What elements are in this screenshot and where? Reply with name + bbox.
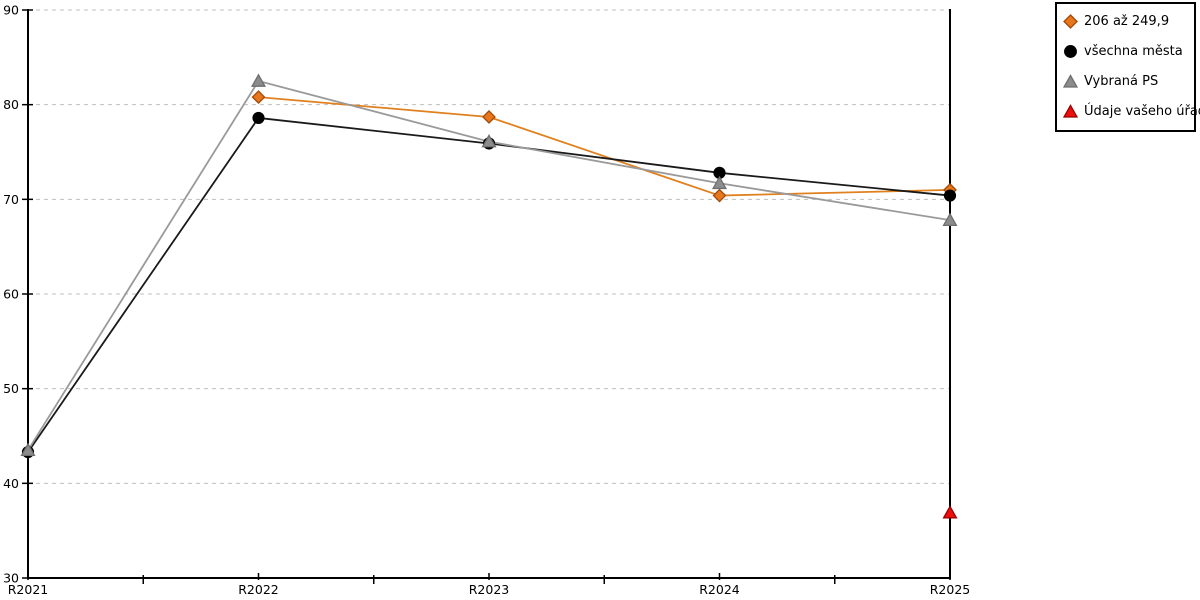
circle-marker bbox=[252, 111, 265, 125]
legend-label: 206 až 249,9 bbox=[1084, 13, 1170, 29]
y-tick-label: 70 bbox=[3, 192, 19, 207]
triangle-icon bbox=[1063, 104, 1078, 118]
triangle-marker bbox=[711, 175, 728, 190]
legend-label: Údaje vašeho úřadu bbox=[1084, 103, 1200, 119]
legend-label: všechna města bbox=[1084, 43, 1183, 59]
legend-item-series-3: Údaje vašeho úřadu bbox=[1063, 104, 1200, 119]
diamond-icon bbox=[1063, 14, 1078, 29]
x-tick-label: R2021 bbox=[8, 582, 49, 597]
y-tick-label: 30 bbox=[3, 571, 19, 586]
y-tick-label: 80 bbox=[3, 97, 19, 112]
y-tick-label: 40 bbox=[3, 476, 19, 491]
x-tick-label: R2023 bbox=[469, 582, 510, 597]
triangle-marker bbox=[481, 134, 497, 148]
series-line-0 bbox=[258, 96, 951, 197]
diamond-marker bbox=[251, 90, 266, 105]
triangle-icon bbox=[1063, 74, 1078, 88]
series-line-1 bbox=[27, 117, 951, 453]
triangle-marker bbox=[942, 212, 958, 227]
legend-item-series-2: Vybraná PS bbox=[1063, 74, 1188, 89]
x-tick-label: R2025 bbox=[930, 582, 971, 597]
diamond-marker bbox=[712, 188, 727, 203]
triangle-marker bbox=[250, 73, 267, 87]
y-tick-label: 50 bbox=[3, 381, 19, 396]
legend-label: Vybraná PS bbox=[1084, 73, 1159, 89]
y-tick-label: 90 bbox=[3, 3, 19, 18]
chart-legend: 206 až 249,9 všechna města Vybraná PS Údaje… bbox=[1055, 2, 1200, 132]
y-tick-label: 60 bbox=[3, 287, 19, 302]
triangle-marker bbox=[20, 442, 36, 457]
legend-item-series-0: 206 až 249,9 bbox=[1063, 14, 1188, 29]
triangle-marker bbox=[942, 505, 958, 519]
circle-marker bbox=[943, 189, 957, 202]
circle-icon bbox=[1064, 45, 1077, 58]
diamond-marker bbox=[482, 110, 496, 124]
x-tick-label: R2022 bbox=[238, 582, 279, 597]
x-tick-label: R2024 bbox=[699, 582, 740, 597]
legend-item-series-1: všechna města bbox=[1063, 44, 1188, 59]
